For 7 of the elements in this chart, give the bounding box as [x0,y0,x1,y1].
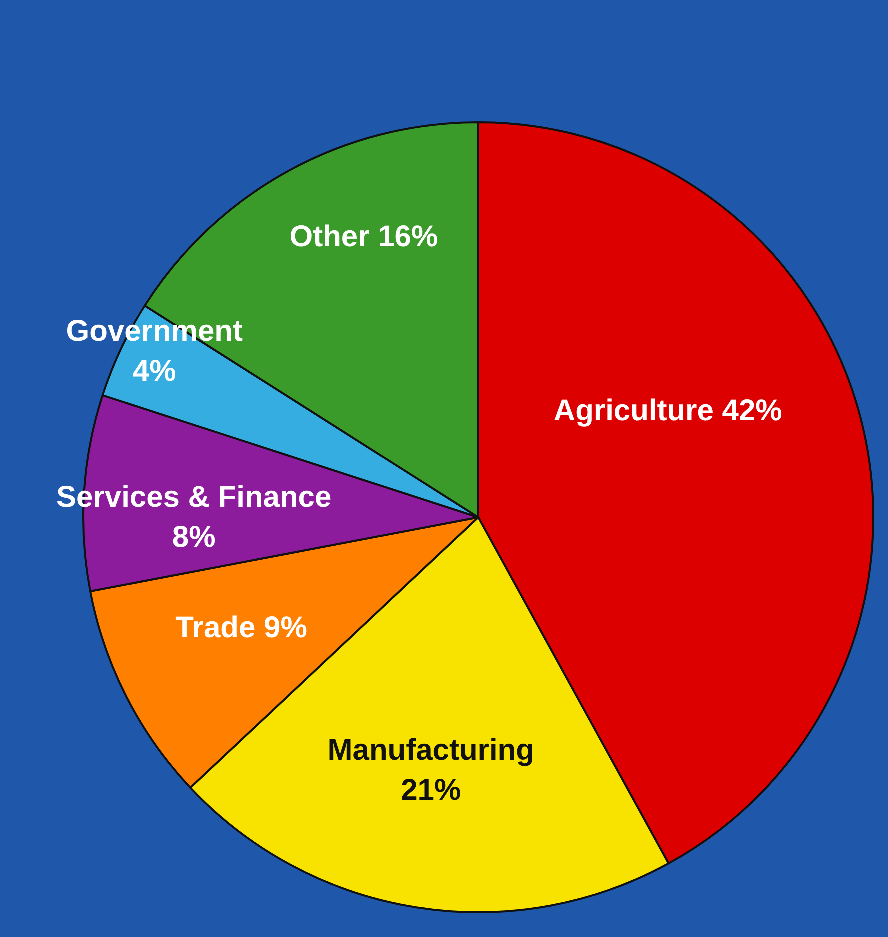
slice-label: Other 16% [290,220,438,254]
data-label: 4% [132,355,176,388]
data-label: 21% [401,774,462,807]
slice-label: Trade 9% [176,612,308,645]
slice-label: Manufacturing [328,734,534,767]
data-label: 8% [172,521,216,554]
slice-label: Agriculture 42% [554,394,782,428]
